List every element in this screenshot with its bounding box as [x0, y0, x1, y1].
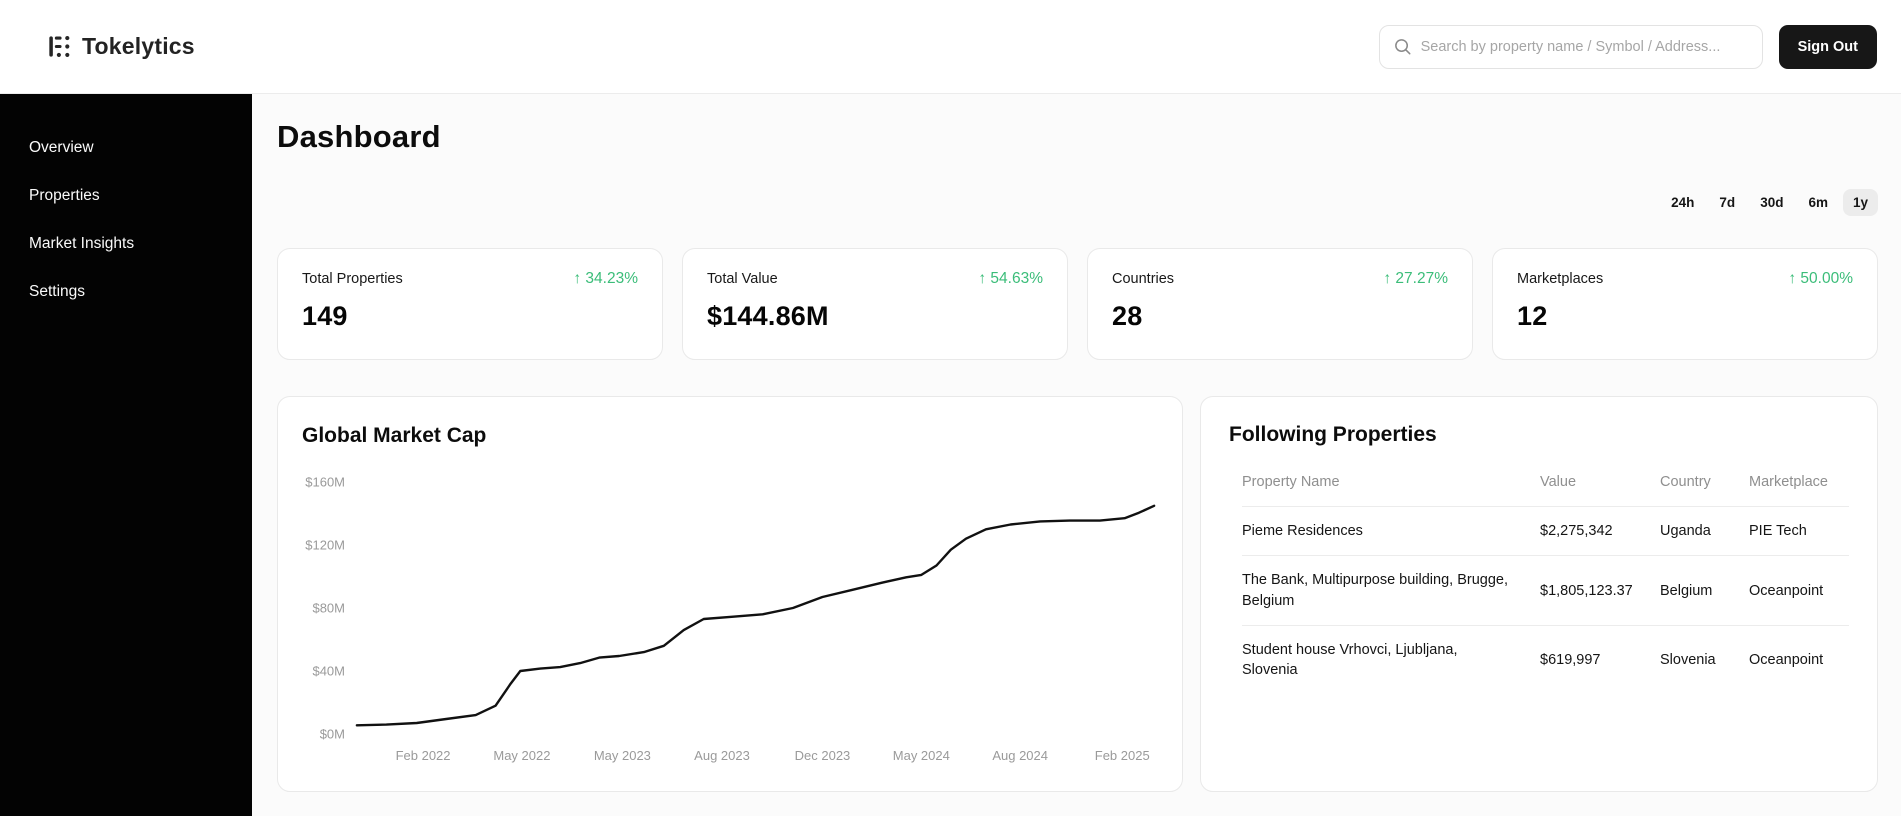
stat-label: Total Value: [707, 271, 778, 287]
search-box[interactable]: [1378, 24, 1763, 69]
y-tick-label: $80M: [312, 600, 345, 616]
x-tick-label: May 2023: [593, 748, 651, 763]
stat-change: ↑ 34.23%: [573, 270, 638, 288]
time-range-button[interactable]: 1y: [1842, 189, 1878, 216]
sidebar-item-label: Properties: [29, 187, 100, 204]
cell-value: $1,805,123.37: [1540, 582, 1633, 599]
stat-value: $144.86M: [707, 301, 829, 331]
time-range-button[interactable]: 30d: [1750, 189, 1793, 216]
x-tick-label: May 2024: [892, 748, 950, 763]
y-tick-label: $120M: [305, 537, 345, 553]
market-cap-chart: $160M $120M $80M $40M $0M: [302, 472, 1158, 742]
search-icon: [1393, 37, 1412, 56]
time-range-button[interactable]: 6m: [1798, 189, 1838, 216]
stat-card: Countries ↑ 27.27% 28: [1087, 248, 1473, 360]
column-header-marketplace: Marketplace: [1749, 474, 1828, 490]
sidebar-item[interactable]: Overview: [0, 124, 252, 172]
top-header: Tokelytics Sign Out: [0, 0, 1901, 94]
x-tick-label: Feb 2022: [395, 748, 451, 763]
table-row[interactable]: Student house Vrhovci, Ljubljana, Sloven…: [1242, 626, 1849, 695]
stat-value: 12: [1517, 301, 1548, 331]
stat-value: 28: [1112, 301, 1143, 331]
cell-property-name: Pieme Residences: [1242, 523, 1363, 539]
stat-cards-row: Total Properties ↑ 34.23% 149 Total Valu…: [277, 248, 1878, 360]
page-title: Dashboard: [277, 119, 441, 154]
search-input[interactable]: [1420, 38, 1749, 55]
cell-value: $619,997: [1540, 652, 1601, 669]
sidebar-item-label: Settings: [29, 283, 86, 300]
properties-table: Property Name Value Country Marketplace …: [1242, 474, 1849, 694]
table-title: Following Properties: [1229, 423, 1437, 446]
table-row[interactable]: Pieme Residences $2,275,342 Uganda PIE T…: [1242, 507, 1849, 557]
column-header-country: Country: [1660, 474, 1711, 490]
stat-change: ↑ 27.27%: [1383, 270, 1448, 288]
table-body: Pieme Residences $2,275,342 Uganda PIE T…: [1242, 507, 1849, 694]
table-header-row: Property Name Value Country Marketplace: [1242, 474, 1849, 507]
global-market-cap-panel: Global Market Cap $160M $120M $80M $40M $0M …: [277, 396, 1183, 792]
time-range-button[interactable]: 24h: [1661, 189, 1704, 216]
stat-value: 149: [302, 301, 348, 331]
y-tick-label: $160M: [305, 474, 345, 490]
cell-country: Uganda: [1660, 523, 1711, 540]
time-range-filter: 24h 7d 30d 6m 1y: [277, 189, 1878, 216]
column-header-property-name: Property Name: [1242, 474, 1340, 490]
cell-marketplace: Oceanpoint: [1749, 582, 1824, 599]
trend-up-icon: ↑: [1383, 270, 1392, 287]
trend-up-icon: ↑: [1788, 270, 1797, 287]
cell-property-name: Student house Vrhovci, Ljubljana, Sloven…: [1242, 641, 1458, 679]
cell-country: Slovenia: [1660, 652, 1716, 669]
x-tick-label: Feb 2025: [1094, 748, 1150, 763]
brand[interactable]: Tokelytics: [46, 33, 195, 60]
stat-label: Countries: [1112, 271, 1175, 287]
stat-change-value: 54.63%: [990, 270, 1043, 287]
cell-property-name: The Bank, Multipurpose building, Brugge,…: [1242, 572, 1508, 609]
stat-card: Total Value ↑ 54.63% $144.86M: [682, 248, 1068, 360]
market-cap-line: [353, 472, 1158, 742]
stat-label: Total Properties: [302, 271, 403, 287]
cell-country: Belgium: [1660, 582, 1713, 599]
stat-card: Total Properties ↑ 34.23% 149: [277, 248, 663, 360]
stat-change-value: 27.27%: [1395, 270, 1448, 287]
y-tick-label: $0M: [319, 726, 345, 742]
cell-value: $2,275,342: [1540, 523, 1613, 540]
following-properties-panel: Following Properties Property Name Value…: [1200, 396, 1878, 792]
y-tick-label: $40M: [312, 663, 345, 679]
trend-up-icon: ↑: [573, 270, 582, 287]
stat-card: Marketplaces ↑ 50.00% 12: [1492, 248, 1878, 360]
logo-icon: [46, 33, 73, 60]
trend-up-icon: ↑: [978, 270, 987, 287]
stat-label: Marketplaces: [1517, 271, 1604, 287]
column-header-value: Value: [1540, 474, 1577, 490]
main-content: Dashboard 24h 7d 30d 6m 1y Total Propert…: [252, 94, 1901, 816]
chart-y-axis: $160M $120M $80M $40M $0M: [302, 472, 348, 742]
stat-change-value: 50.00%: [1800, 270, 1853, 287]
x-tick-label: Aug 2024: [992, 748, 1049, 763]
brand-name: Tokelytics: [82, 33, 195, 59]
stat-change-value: 34.23%: [585, 270, 638, 287]
chart-title: Global Market Cap: [302, 424, 487, 447]
chart-x-axis: Feb 2022 May 2022 May 2023 Aug 2023 Dec 2023…: [353, 748, 1158, 772]
sidebar-item[interactable]: Settings: [0, 268, 252, 316]
sign-out-button[interactable]: Sign Out: [1778, 24, 1877, 69]
cell-marketplace: Oceanpoint: [1749, 652, 1824, 669]
chart-plot-area: [353, 472, 1158, 742]
x-tick-label: Aug 2023: [694, 748, 750, 763]
cell-marketplace: PIE Tech: [1749, 523, 1807, 540]
sidebar-item[interactable]: Market Insights: [0, 220, 252, 268]
sidebar: Overview Properties Market Insights Sett…: [0, 94, 252, 816]
sidebar-item-label: Overview: [29, 139, 94, 156]
x-tick-label: May 2022: [493, 748, 551, 763]
table-row[interactable]: The Bank, Multipurpose building, Brugge,…: [1242, 556, 1849, 626]
time-range-button[interactable]: 7d: [1709, 189, 1745, 216]
sidebar-item[interactable]: Properties: [0, 172, 252, 220]
x-tick-label: Dec 2023: [794, 748, 851, 763]
stat-change: ↑ 50.00%: [1788, 270, 1853, 288]
sidebar-item-label: Market Insights: [29, 235, 135, 252]
stat-change: ↑ 54.63%: [978, 270, 1043, 288]
